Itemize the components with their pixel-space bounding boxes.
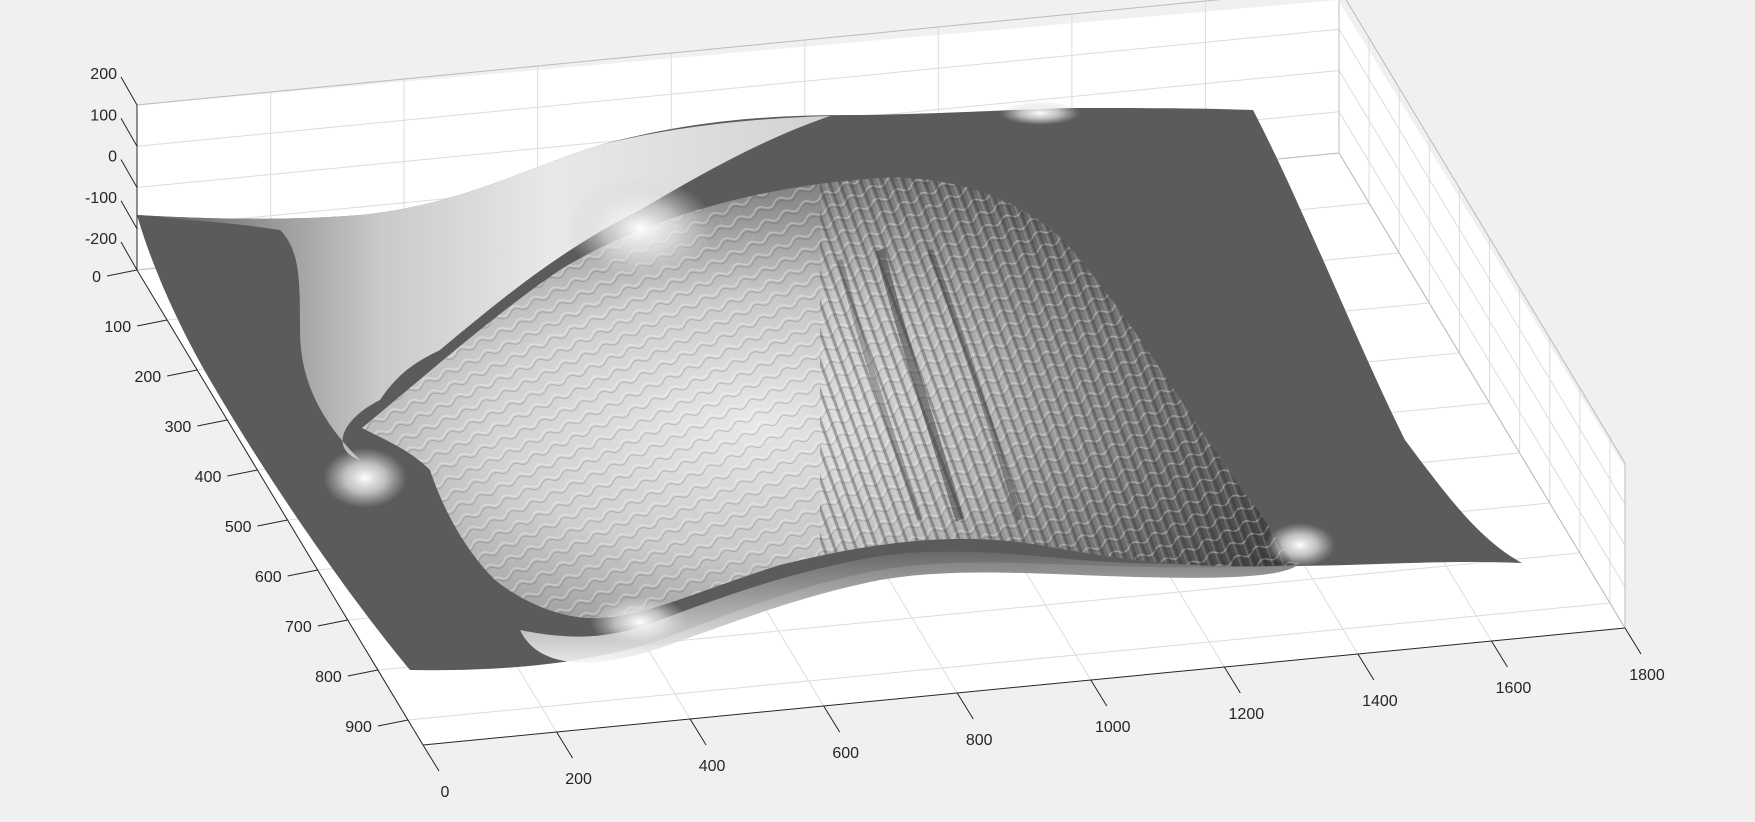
y-tick: [227, 469, 258, 477]
y-tick: [347, 669, 378, 677]
x-tick-label: 0: [441, 784, 450, 801]
x-tick-label: 800: [966, 732, 993, 749]
y-axis-line: [136, 269, 424, 746]
surface-front-lip: [520, 551, 1300, 663]
z-tick: [120, 118, 138, 147]
x-tick: [823, 705, 841, 733]
box-edge: [1345, 0, 1626, 464]
y-tick-label: 800: [315, 669, 342, 686]
right-wall-pane: [1338, 0, 1625, 628]
x-axis-line: [422, 627, 1626, 746]
y-tick-label: 100: [104, 319, 131, 336]
z-tick-label: 200: [90, 66, 117, 83]
x-tick: [1090, 679, 1108, 707]
y-tick: [317, 619, 348, 627]
x-tick: [556, 731, 573, 759]
y-grid-line: [407, 602, 1610, 721]
z-grid-line: [1338, 70, 1626, 546]
y-tick: [106, 269, 138, 277]
z-tick-label: -200: [85, 231, 117, 248]
z-grid-line: [136, 28, 1340, 147]
axis-ticks: [106, 76, 1642, 772]
z-grid-line: [1338, 28, 1626, 505]
y-tick-label: 700: [285, 619, 312, 636]
box-edge: [136, 0, 1221, 106]
x-tick-label: 1400: [1362, 693, 1398, 710]
y-tick-label: 300: [165, 419, 192, 436]
y-tick: [197, 419, 228, 427]
y-tick-label: 600: [255, 569, 282, 586]
z-tick-label: -100: [85, 190, 117, 207]
y-tick: [377, 719, 409, 727]
y-tick-label: 400: [195, 469, 222, 486]
surface-highlight: [590, 596, 690, 648]
surface-left-ridge: [137, 116, 830, 460]
x-tick-label: 1800: [1629, 667, 1665, 684]
surface-highlight: [565, 178, 715, 278]
y-tick-label: 500: [225, 519, 252, 536]
z-grid-line: [1338, 111, 1626, 588]
box-edge: [1338, 152, 1626, 629]
x-tick: [1624, 627, 1642, 655]
z-tick-label: 0: [108, 149, 117, 166]
x-tick: [956, 692, 974, 720]
x-tick: [1223, 666, 1241, 694]
z-tick: [120, 200, 138, 229]
z-tick-label: 100: [90, 107, 117, 124]
surface-highlight: [1265, 523, 1335, 567]
y-tick-label: 200: [135, 369, 162, 386]
y-tick: [257, 519, 288, 527]
surface-highlight: [323, 448, 407, 508]
y-tick: [167, 369, 198, 377]
x-tick-label: 1600: [1496, 680, 1532, 697]
x-tick-label: 1000: [1095, 719, 1131, 736]
x-tick-label: 600: [832, 745, 859, 762]
x-tick: [1491, 640, 1508, 668]
y-tick-label: 900: [345, 719, 372, 736]
y-tick: [287, 569, 318, 577]
x-tick-label: 200: [565, 771, 592, 788]
x-tick: [689, 718, 707, 746]
x-tick-label: 400: [699, 758, 726, 775]
x-tick: [422, 744, 440, 772]
surface-highlight: [1000, 101, 1080, 125]
x-tick-label: 1200: [1229, 706, 1265, 723]
x-tick: [1357, 653, 1375, 681]
z-tick: [120, 159, 138, 188]
axis-tick-labels: 0200400600800100012001400160018000100200…: [85, 66, 1665, 801]
y-tick: [137, 319, 168, 327]
z-tick: [120, 76, 138, 106]
y-tick-label: 0: [92, 269, 101, 286]
surface: [137, 101, 1522, 671]
z-tick: [120, 241, 138, 271]
